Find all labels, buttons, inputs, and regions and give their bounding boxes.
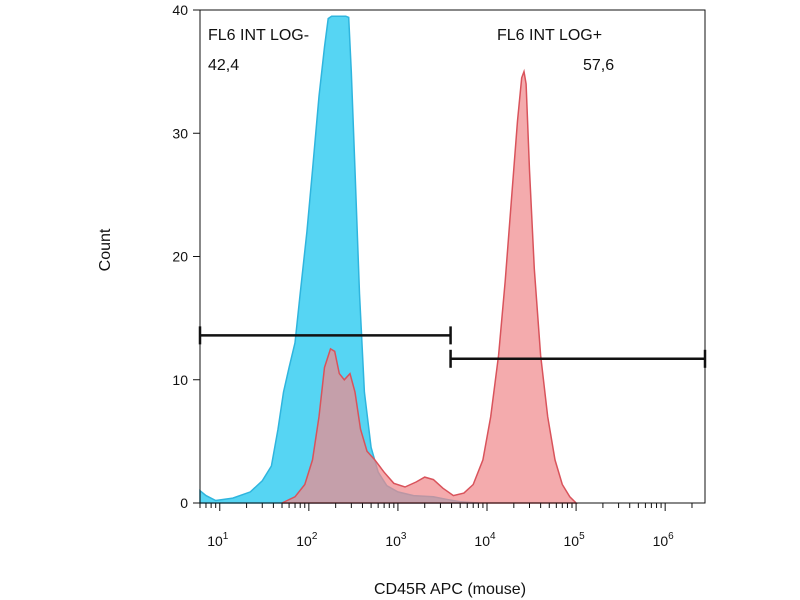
plot-frame bbox=[199, 9, 706, 504]
x-tick-label-5: 106 bbox=[653, 531, 675, 549]
series-1-area bbox=[281, 68, 578, 504]
x-tick-label-4: 105 bbox=[564, 531, 586, 549]
y-tick-label-2: 20 bbox=[172, 249, 188, 265]
x-tick-label-1: 102 bbox=[296, 531, 318, 549]
x-tick-label-3: 104 bbox=[474, 531, 496, 549]
gate-label-positive-name: FL6 INT LOG+ bbox=[497, 27, 602, 44]
x-axis-title: CD45R APC (mouse) bbox=[374, 581, 526, 598]
y-tick-label-4: 40 bbox=[172, 2, 188, 18]
series-layer bbox=[199, 15, 578, 504]
gate-label-negative-name: FL6 INT LOG- bbox=[208, 27, 309, 44]
gate-label-positive-value: 57,6 bbox=[583, 57, 614, 74]
gate-label-negative-value: 42,4 bbox=[208, 57, 239, 74]
y-tick-label-3: 30 bbox=[172, 125, 188, 141]
y-axis-title: Count bbox=[97, 228, 114, 271]
x-tick-label-2: 103 bbox=[385, 531, 407, 549]
x-tick-label-0: 101 bbox=[207, 531, 229, 549]
y-tick-label-0: 0 bbox=[180, 495, 188, 511]
y-tick-label-1: 10 bbox=[172, 372, 188, 388]
gate-layer bbox=[198, 326, 707, 368]
axis-layer: 0 10 20 30 40 101 102 103 104 105 106 bbox=[172, 2, 693, 549]
